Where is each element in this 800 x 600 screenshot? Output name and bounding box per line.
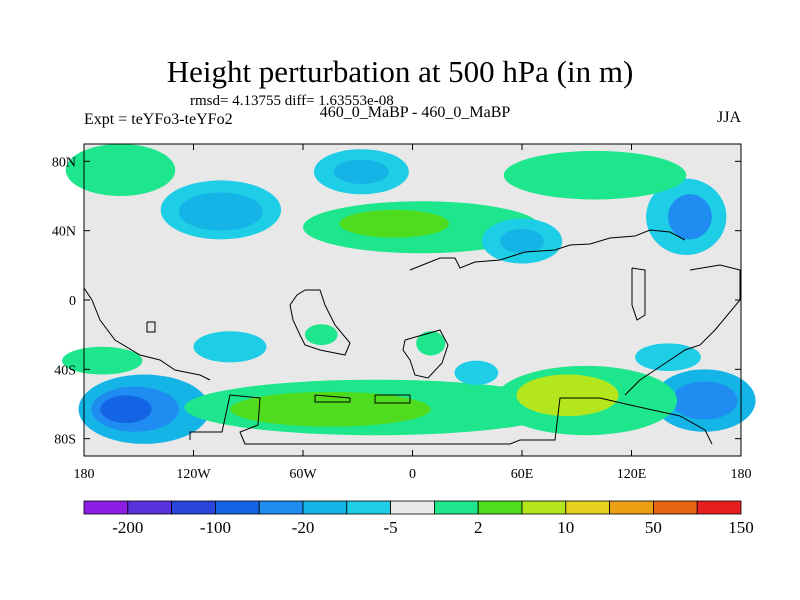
y-tick-label: 80S (54, 433, 76, 448)
antarctica-coast (189, 394, 713, 445)
colorbar-box (258, 500, 304, 515)
chart-title: Height perturbation at 500 hPa (in m) (166, 54, 634, 89)
americas-coast (83, 287, 211, 381)
colorbar-box (346, 500, 391, 515)
contour-north-pacific-low-core (178, 192, 263, 231)
season-label: JJA (716, 109, 741, 126)
colorbar-box (214, 500, 260, 515)
colorbar-label: -20 (292, 518, 315, 537)
colorbar-label: 150 (728, 518, 754, 537)
contour-north-atlantic-low-core (334, 159, 389, 184)
colorbar-box (696, 500, 742, 515)
south-america-coast (289, 289, 351, 356)
x-tick-label: 180 (731, 467, 752, 482)
axes: 180 120W 60W 0 60E 120E 180 80N 40N 0 40S 80S (52, 144, 752, 482)
contour-tropical-high-atlantic (304, 324, 338, 346)
contour-southern-ridge-west (62, 346, 143, 375)
colorbar-box (83, 500, 129, 515)
colorbar-label: -200 (112, 518, 143, 537)
colorbar-box (477, 500, 523, 515)
contour-south-indian-trough-core (671, 381, 738, 420)
africa-coast (402, 329, 449, 379)
colorbar-box (653, 500, 698, 515)
contour-pacific-low-east-core (668, 194, 712, 240)
island-coast (374, 394, 411, 404)
colorbar-box (171, 500, 216, 515)
contour-tropical-low-west (193, 331, 267, 363)
colorbar-box (390, 500, 435, 515)
experiment-label: Expt = teYFo3-teYFo2 (84, 111, 233, 128)
colorbar-box (127, 500, 173, 515)
x-tick-label: 60W (289, 467, 317, 482)
contour-tropical-low-indian (454, 360, 499, 385)
contour-north-ridge-core (339, 209, 449, 238)
contour-asia-low-core (500, 228, 544, 254)
contour-north-ridge-east (503, 150, 687, 200)
period-label: 460_0_MaBP - 460_0_MaBP (319, 104, 511, 121)
y-tick-label: 80N (52, 155, 76, 170)
contour-south-pacific-trough-inner (100, 395, 152, 424)
x-tick-label: 180 (74, 467, 95, 482)
colorbar-box (609, 500, 654, 515)
colorbar-box (565, 500, 610, 515)
x-tick-label: 60E (511, 467, 534, 482)
colorbar-label: 50 (645, 518, 662, 537)
colorbar: -200 -100 -20 -5 2 10 50 150 (83, 500, 754, 537)
colorbar-label: -100 (200, 518, 231, 537)
contour-tropical-high-africa (416, 331, 446, 356)
coastline (83, 229, 741, 445)
colorbar-box (433, 500, 479, 515)
india-coast (631, 267, 646, 321)
x-tick-label: 0 (409, 467, 416, 482)
eurasia-coast (409, 229, 686, 271)
contour-fields (62, 144, 756, 456)
x-tick-label: 120E (617, 467, 647, 482)
colorbar-box (302, 500, 348, 515)
island-coast (314, 394, 351, 403)
australia-coast (624, 264, 741, 396)
y-tick-label: 40S (54, 363, 76, 378)
y-tick-label: 40N (52, 225, 76, 240)
island-coast (146, 321, 156, 333)
contour-southern-ridge-core (230, 391, 431, 427)
contour-southern-ridge-east-core (516, 374, 619, 417)
stats-label: rmsd= 4.13755 diff= 1.63553e-08 (190, 93, 394, 109)
colorbar-label: 10 (557, 518, 574, 537)
x-tick-label: 120W (176, 467, 211, 482)
colorbar-box (521, 500, 567, 515)
colorbar-label: -5 (384, 518, 398, 537)
colorbar-label: 2 (474, 518, 483, 537)
contour-north-ridge-west (65, 144, 176, 196)
y-tick-label: 0 (69, 294, 76, 309)
